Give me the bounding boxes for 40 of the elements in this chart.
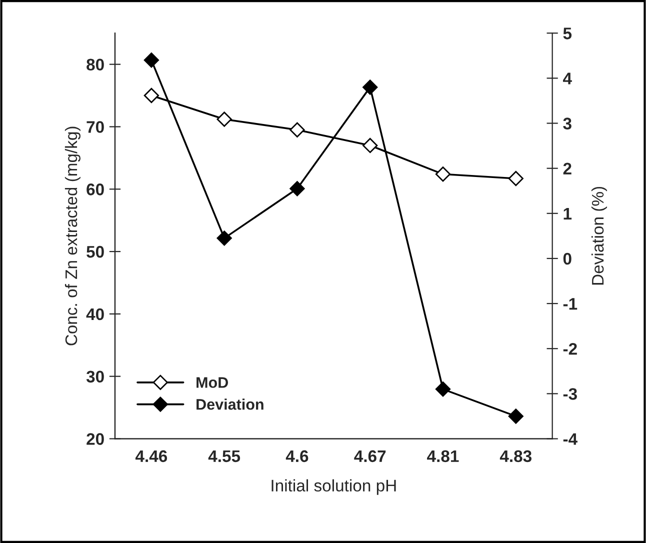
point bbox=[216, 112, 232, 127]
y-tick-label: 60 bbox=[86, 184, 104, 196]
y2-tick-label: 4 bbox=[563, 72, 572, 84]
x-tick-label: 4.6 bbox=[286, 450, 308, 462]
x-tick-label: 4.81 bbox=[427, 450, 459, 462]
point bbox=[435, 166, 451, 182]
legend-label: MoD bbox=[196, 377, 228, 388]
point bbox=[290, 181, 305, 196]
point bbox=[362, 80, 378, 95]
x-tick-label: 4.67 bbox=[354, 450, 386, 462]
point bbox=[508, 408, 524, 424]
point bbox=[362, 138, 378, 154]
y-tick-label: 50 bbox=[86, 246, 104, 258]
point bbox=[435, 382, 451, 397]
y2-tick-label: 2 bbox=[563, 162, 572, 174]
y2-axis-title: Deviation (%) bbox=[591, 186, 607, 285]
y2-tick-label: 5 bbox=[563, 28, 572, 40]
point bbox=[144, 52, 160, 68]
y-tick-label: 40 bbox=[86, 308, 104, 320]
x-axis-title: Initial solution pH bbox=[272, 479, 396, 495]
y2-tick-label: -1 bbox=[563, 298, 578, 310]
y-tick-label: 70 bbox=[86, 121, 104, 133]
y-tick-label: 20 bbox=[86, 433, 104, 445]
y2-tick-label: -2 bbox=[563, 343, 577, 355]
legend-label: Deviation bbox=[196, 398, 264, 410]
y2-tick-label: -4 bbox=[563, 433, 578, 445]
point bbox=[508, 170, 524, 186]
y2-tick-label: -3 bbox=[563, 388, 577, 400]
y-axis-title: Conc. of Zn extracted (mg/kg) bbox=[64, 126, 80, 346]
y2-tick-label: 3 bbox=[563, 118, 572, 130]
point bbox=[144, 88, 160, 104]
y-tick-label: 30 bbox=[86, 370, 104, 383]
point bbox=[216, 230, 232, 246]
x-tick-label: 4.83 bbox=[500, 450, 532, 462]
y2-tick-label: 1 bbox=[564, 208, 572, 220]
point bbox=[290, 122, 305, 138]
y-tick-label: 80 bbox=[86, 58, 104, 71]
x-tick-label: 4.46 bbox=[135, 450, 168, 462]
y2-tick-label: 0 bbox=[563, 252, 572, 265]
x-tick-label: 4.55 bbox=[208, 450, 240, 462]
